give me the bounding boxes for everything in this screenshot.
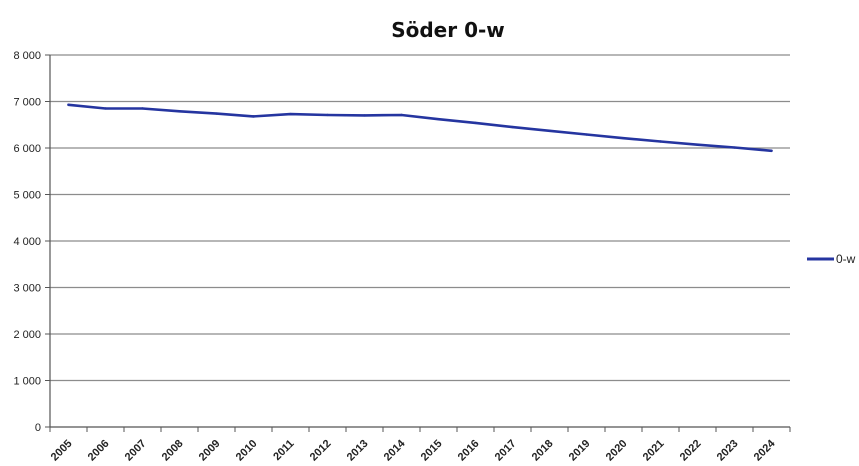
x-tick-label: 2011 bbox=[271, 438, 296, 463]
y-tick-label: 6 000 bbox=[13, 143, 41, 155]
data-point bbox=[67, 103, 70, 106]
x-tick-label: 2022 bbox=[678, 438, 704, 464]
x-tick-label: 2016 bbox=[456, 438, 482, 464]
data-point bbox=[289, 112, 292, 116]
chart-title: Söder 0-w bbox=[391, 18, 505, 42]
x-tick-label: 2018 bbox=[530, 438, 556, 464]
x-tick-label: 2019 bbox=[567, 438, 593, 464]
data-point bbox=[511, 125, 514, 129]
legend-label: 0-w bbox=[836, 252, 856, 266]
y-tick-label: 5 000 bbox=[13, 190, 41, 202]
y-tick-label: 0 bbox=[35, 422, 41, 434]
x-axis-ticks: 2005 2006 2007 2008 2009 2010 2011 2012 2013 2014… bbox=[49, 427, 791, 464]
data-point bbox=[548, 129, 551, 132]
data-point bbox=[622, 137, 625, 140]
x-tick-label: 2006 bbox=[86, 438, 112, 464]
x-tick-label: 2024 bbox=[752, 437, 778, 463]
series-lines bbox=[67, 103, 773, 153]
gridlines bbox=[50, 54, 790, 382]
y-tick-label: 1 000 bbox=[13, 376, 41, 388]
data-point bbox=[178, 110, 181, 113]
x-tick-label: 2023 bbox=[715, 438, 741, 464]
data-point bbox=[585, 133, 588, 136]
x-tick-label: 2012 bbox=[308, 438, 334, 464]
y-tick-label: 8 000 bbox=[13, 50, 41, 62]
y-tick-label: 4 000 bbox=[13, 236, 41, 248]
data-point bbox=[363, 114, 366, 117]
data-point bbox=[733, 146, 736, 149]
data-point bbox=[659, 140, 662, 143]
y-axis-ticks: 0 1 000 2 000 3 000 4 000 5 000 6 000 7 000 8 00… bbox=[13, 50, 50, 434]
x-tick-label: 2015 bbox=[419, 438, 445, 464]
x-tick-label: 2021 bbox=[641, 438, 667, 464]
x-tick-label: 2009 bbox=[197, 438, 223, 464]
x-tick-label: 2020 bbox=[604, 438, 630, 464]
data-point bbox=[770, 149, 773, 152]
data-point bbox=[400, 113, 403, 117]
x-tick-label: 2013 bbox=[345, 438, 371, 464]
x-tick-label: 2008 bbox=[160, 438, 186, 464]
data-point bbox=[252, 115, 255, 118]
x-tick-label: 2014 bbox=[382, 437, 408, 463]
data-point bbox=[474, 121, 477, 125]
data-point bbox=[696, 143, 699, 146]
data-point bbox=[215, 112, 218, 115]
data-point bbox=[437, 117, 440, 121]
y-tick-label: 7 000 bbox=[13, 97, 41, 109]
x-tick-label: 2017 bbox=[493, 438, 519, 464]
y-tick-label: 3 000 bbox=[13, 283, 41, 295]
x-tick-label: 2007 bbox=[123, 438, 149, 464]
x-tick-label: 2010 bbox=[234, 438, 260, 464]
series-line-0 bbox=[67, 103, 773, 153]
y-tick-label: 2 000 bbox=[13, 329, 41, 341]
x-tick-label: 2005 bbox=[49, 438, 75, 464]
data-point bbox=[104, 107, 107, 110]
data-point bbox=[326, 113, 329, 117]
data-point bbox=[141, 107, 144, 110]
legend: 0-w bbox=[807, 252, 856, 266]
